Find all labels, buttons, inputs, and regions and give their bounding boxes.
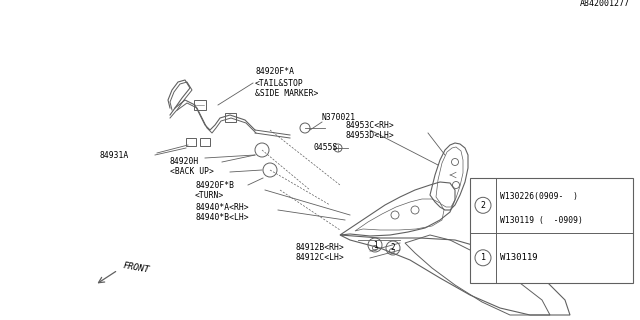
Bar — [200, 138, 210, 146]
Text: 84931A: 84931A — [100, 150, 129, 159]
Text: W130119 (  -0909): W130119 ( -0909) — [500, 215, 583, 225]
Text: 2: 2 — [481, 201, 486, 210]
Text: <TAIL&STOP: <TAIL&STOP — [255, 78, 304, 87]
Text: 0455S: 0455S — [313, 143, 337, 153]
Text: W130119: W130119 — [500, 253, 538, 262]
Bar — [470, 178, 633, 283]
Text: &SIDE MARKER>: &SIDE MARKER> — [255, 90, 318, 99]
Circle shape — [372, 245, 378, 251]
Text: 84920F*A: 84920F*A — [255, 68, 294, 76]
Text: N370021: N370021 — [322, 114, 356, 123]
Text: 84953C<RH>: 84953C<RH> — [345, 121, 394, 130]
Text: A842001277: A842001277 — [580, 0, 630, 8]
Text: 84920F*B: 84920F*B — [195, 180, 234, 189]
Text: 84912C<LH>: 84912C<LH> — [296, 253, 345, 262]
Text: 1: 1 — [372, 241, 378, 250]
Circle shape — [390, 249, 394, 253]
Bar — [186, 138, 196, 146]
Text: 84940*A<RH>: 84940*A<RH> — [195, 203, 248, 212]
Text: 84940*B<LH>: 84940*B<LH> — [195, 212, 248, 221]
Bar — [225, 113, 236, 122]
Text: 84953D<LH>: 84953D<LH> — [345, 131, 394, 140]
Text: <TURN>: <TURN> — [195, 190, 224, 199]
Text: <BACK UP>: <BACK UP> — [170, 167, 214, 177]
Text: W130226(0909-  ): W130226(0909- ) — [500, 192, 578, 201]
Bar — [194, 100, 206, 110]
Text: FRONT: FRONT — [122, 261, 150, 275]
Text: 1: 1 — [481, 253, 486, 262]
Text: 84912B<RH>: 84912B<RH> — [296, 244, 345, 252]
Text: 2: 2 — [390, 244, 396, 252]
Text: 84920H: 84920H — [170, 157, 199, 166]
